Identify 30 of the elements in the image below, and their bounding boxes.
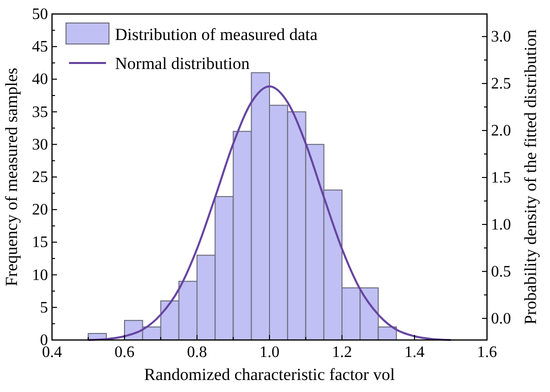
y-tick-label: 45 xyxy=(32,38,48,56)
x-tick-label: 0.8 xyxy=(187,344,207,361)
y2-tick-label: 2.5 xyxy=(491,76,511,93)
x-tick-label: 1.2 xyxy=(332,344,352,361)
x-tick-label: 1.6 xyxy=(477,344,497,361)
y2-tick-label: 0.0 xyxy=(491,310,511,328)
y-tick-label: 50 xyxy=(32,6,48,23)
y2-tick-label: 2.0 xyxy=(491,122,511,140)
y2-tick-label: 1.5 xyxy=(491,169,511,186)
y2-axis-title: Probability density of the fitted distribution xyxy=(521,28,540,325)
legend-label: Normal distribution xyxy=(115,54,250,73)
line-series xyxy=(87,85,452,341)
x-tick-label: 1.0 xyxy=(260,344,280,361)
y-tick-label: 20 xyxy=(32,202,48,219)
x-tick-label: 0.6 xyxy=(114,344,134,361)
x-axis-title: Randomized characteristic factor vol xyxy=(144,365,396,384)
y-tick-label: 40 xyxy=(32,71,48,88)
y-tick-label: 5 xyxy=(40,299,48,316)
y-tick-label: 15 xyxy=(32,234,48,252)
y2-tick-label: 3.0 xyxy=(491,28,511,46)
y2-tick-label: 1.0 xyxy=(491,216,511,234)
y-tick-label: 25 xyxy=(32,169,48,186)
y-axis-title: Frequency of measured samples xyxy=(2,68,21,286)
legend-label: Distribution of measured data xyxy=(115,25,318,44)
x-tick-label: 0.4 xyxy=(42,344,62,361)
y-tick-label: 35 xyxy=(32,104,48,121)
y-tick-label: 30 xyxy=(32,136,48,154)
y-tick-label: 10 xyxy=(32,266,48,284)
y2-tick-label: 0.5 xyxy=(491,263,511,280)
x-tick-label: 1.4 xyxy=(404,344,424,361)
